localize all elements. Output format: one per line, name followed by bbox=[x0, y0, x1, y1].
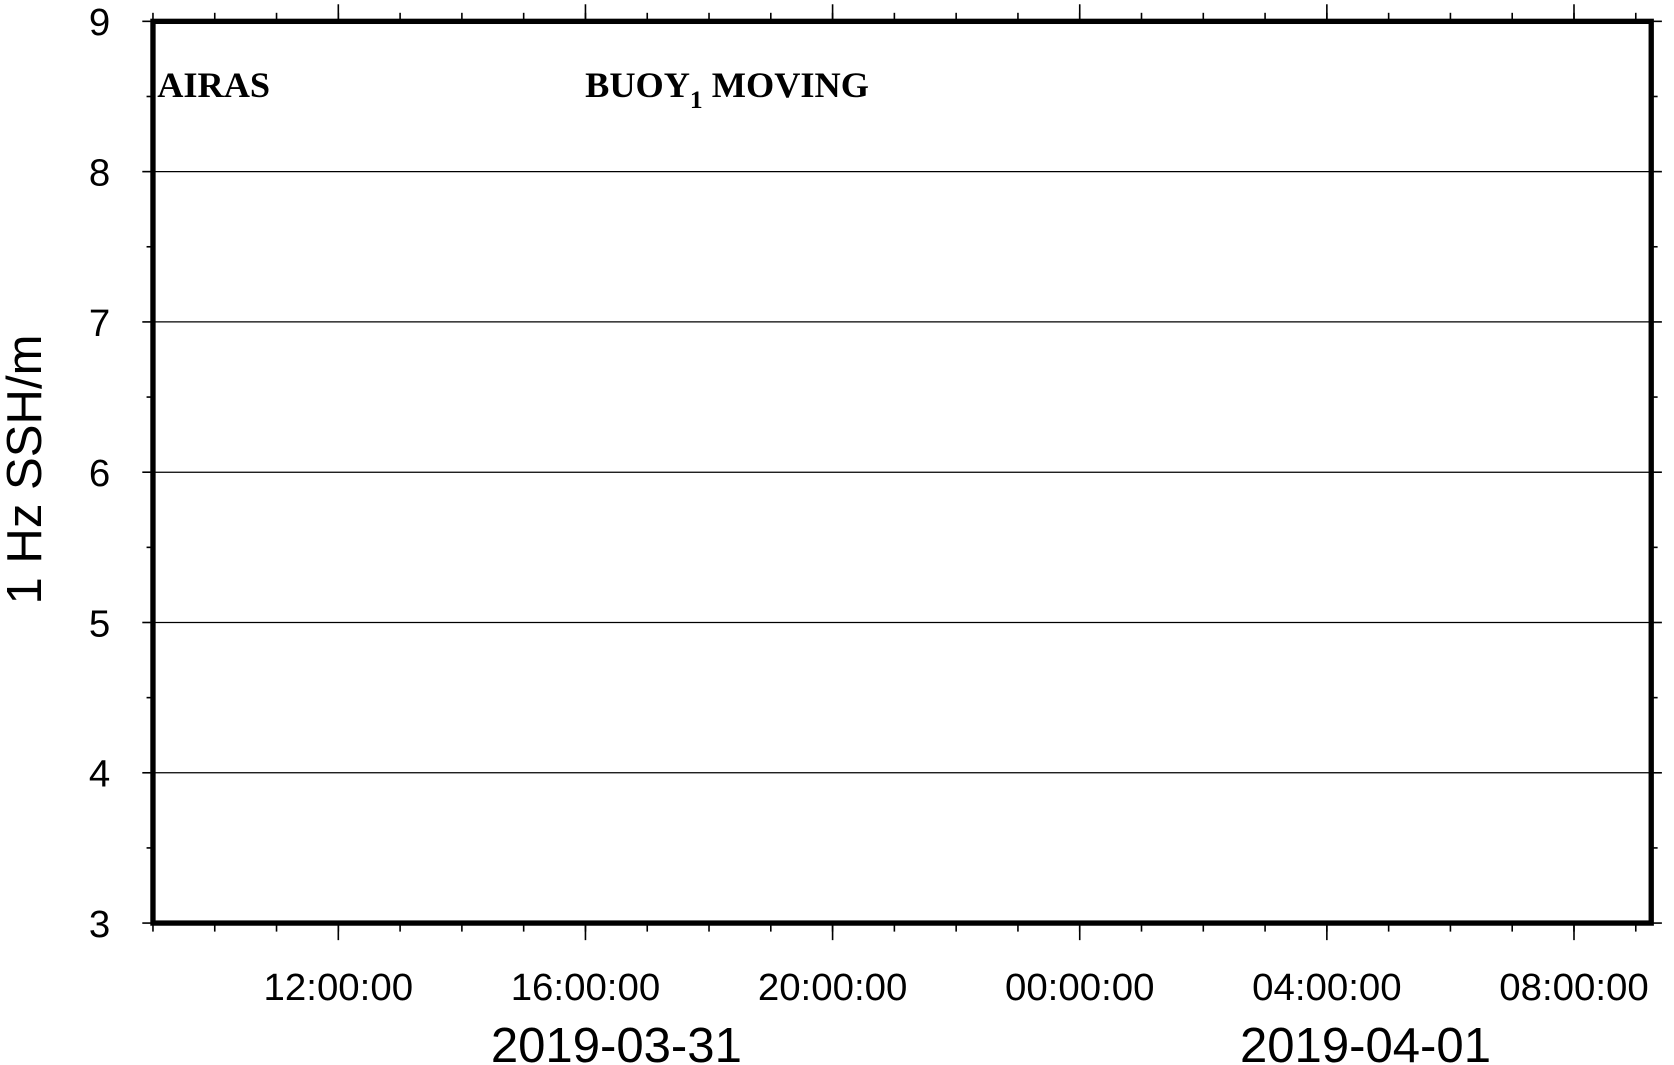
annotation: AIRAS bbox=[157, 65, 270, 105]
y-tick-label: 5 bbox=[89, 602, 110, 645]
annotation-part: BUOY bbox=[585, 65, 690, 105]
y-tick-label: 8 bbox=[89, 152, 110, 195]
x-tick-label: 20:00:00 bbox=[758, 966, 908, 1009]
y-tick-label: 9 bbox=[89, 1, 110, 44]
annotation-part: MOVING bbox=[703, 65, 869, 105]
x-tick-label: 04:00:00 bbox=[1252, 966, 1402, 1009]
annotation: BUOY1 MOVING bbox=[585, 65, 869, 114]
x-tick-label: 08:00:00 bbox=[1499, 966, 1649, 1009]
x-tick-label: 12:00:00 bbox=[264, 966, 414, 1009]
y-tick-label: 4 bbox=[89, 753, 110, 796]
y-tick-label: 6 bbox=[89, 452, 110, 495]
y-axis-label: 1 Hz SSH/m bbox=[0, 335, 52, 605]
y-tick-label: 3 bbox=[89, 903, 110, 946]
plot-frame bbox=[150, 18, 1654, 926]
annotation-subscript: 1 bbox=[690, 85, 703, 114]
y-tick-label: 7 bbox=[89, 302, 110, 345]
x-tick-label: 00:00:00 bbox=[1005, 966, 1155, 1009]
x-tick-label: 16:00:00 bbox=[511, 966, 660, 1009]
x-date-label: 2019-04-01 bbox=[1240, 1019, 1491, 1065]
x-date-label: 2019-03-31 bbox=[491, 1019, 742, 1065]
